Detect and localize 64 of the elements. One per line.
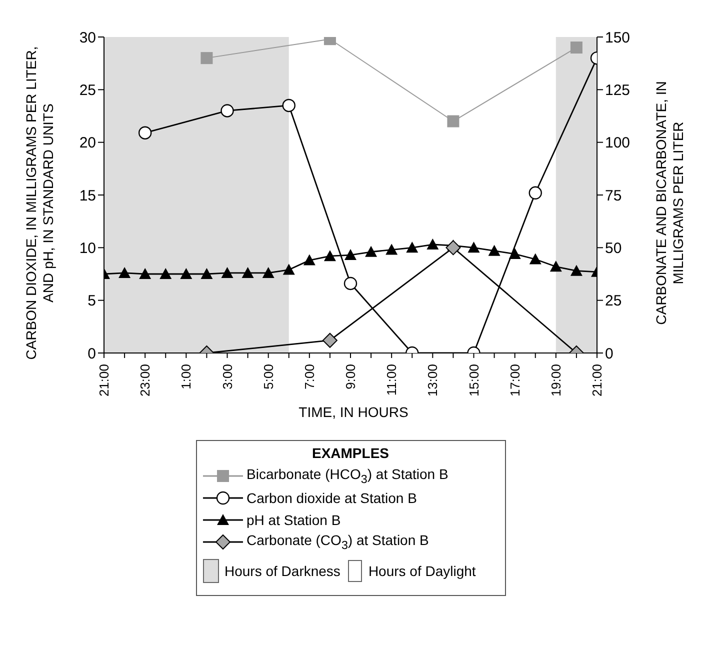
point	[508, 248, 521, 259]
y2-tick-label: 125	[605, 82, 630, 99]
y-axis-title: CARBON DIOXIDE, IN MILLIGRAMS PER LITER, AND pH, IN STANDARD UNITS	[23, 45, 57, 362]
x-tick-label: 17:00	[507, 364, 522, 397]
y2-tick-label: 100	[605, 134, 630, 152]
point	[200, 268, 213, 279]
point	[550, 260, 562, 272]
x-tick-label: 9:00	[343, 364, 358, 390]
x-tick-label: 5:00	[260, 364, 276, 390]
x-tick-label: 21:00	[590, 364, 604, 397]
point	[139, 268, 152, 279]
point	[529, 253, 542, 264]
point	[365, 246, 378, 257]
point	[426, 238, 439, 250]
point	[324, 250, 336, 262]
y-tick-label: 20	[79, 134, 96, 152]
point	[528, 186, 542, 200]
x-tick-label: 13:00	[425, 364, 440, 397]
point	[138, 126, 152, 140]
point	[303, 254, 316, 266]
x-tick-label: 7:00	[302, 364, 317, 390]
y-tick-label: 0	[88, 345, 96, 362]
y2-tick-label: 150	[605, 29, 630, 46]
legend-label: Hours of Darkness	[224, 562, 340, 581]
point	[221, 266, 234, 278]
point	[242, 266, 254, 278]
legend-label: Carbon dioxide at Station B	[246, 490, 417, 506]
x-tick-label: 11:00	[384, 364, 400, 396]
x-axis-title: TIME, IN HOURS	[298, 404, 410, 420]
point	[488, 244, 500, 256]
y-tick-label: 25	[79, 82, 96, 99]
point	[406, 242, 418, 253]
x-tick-label: 1:00	[178, 364, 194, 390]
point	[282, 98, 296, 112]
x-tick-label: 3:00	[220, 364, 235, 390]
legend-label: pH at Station B	[246, 512, 341, 528]
point	[220, 104, 234, 118]
point	[262, 266, 274, 278]
point	[344, 249, 356, 260]
y2-tick-label: 0	[605, 345, 614, 362]
point	[180, 268, 192, 279]
y2-axis-title: CARBONATE AND BICARBONATE, IN MILLIGRAMS PER LITER	[653, 80, 687, 327]
y-tick-label: 10	[79, 240, 96, 257]
y-tick-label: 15	[79, 187, 96, 204]
point	[344, 276, 358, 290]
text: Hours of Daylight	[368, 563, 476, 579]
point	[570, 264, 582, 276]
y2-tick-label: 50	[605, 240, 622, 257]
point	[468, 242, 480, 253]
point	[282, 264, 295, 275]
x-tick-label: 19:00	[548, 364, 564, 397]
y2-tick-label: 75	[605, 187, 622, 204]
point	[118, 266, 131, 278]
point	[386, 244, 398, 255]
legend-title: EXAMPLES	[310, 445, 390, 461]
x-tick-label: 21:00	[96, 364, 112, 397]
y-tick-label: 30	[79, 29, 96, 46]
legend-label: Bicarbonate (HCO$_{3}$) at Station B	[246, 466, 448, 486]
y-tick-label: 5	[88, 292, 96, 310]
x-tick-label: 15:00	[466, 364, 482, 397]
point	[160, 268, 172, 279]
x-tick-label: 23:00	[138, 364, 153, 397]
legend-label: Carbonate (CO$_{3}$) at Station B	[246, 532, 429, 552]
y2-tick-label: 25	[605, 292, 622, 310]
